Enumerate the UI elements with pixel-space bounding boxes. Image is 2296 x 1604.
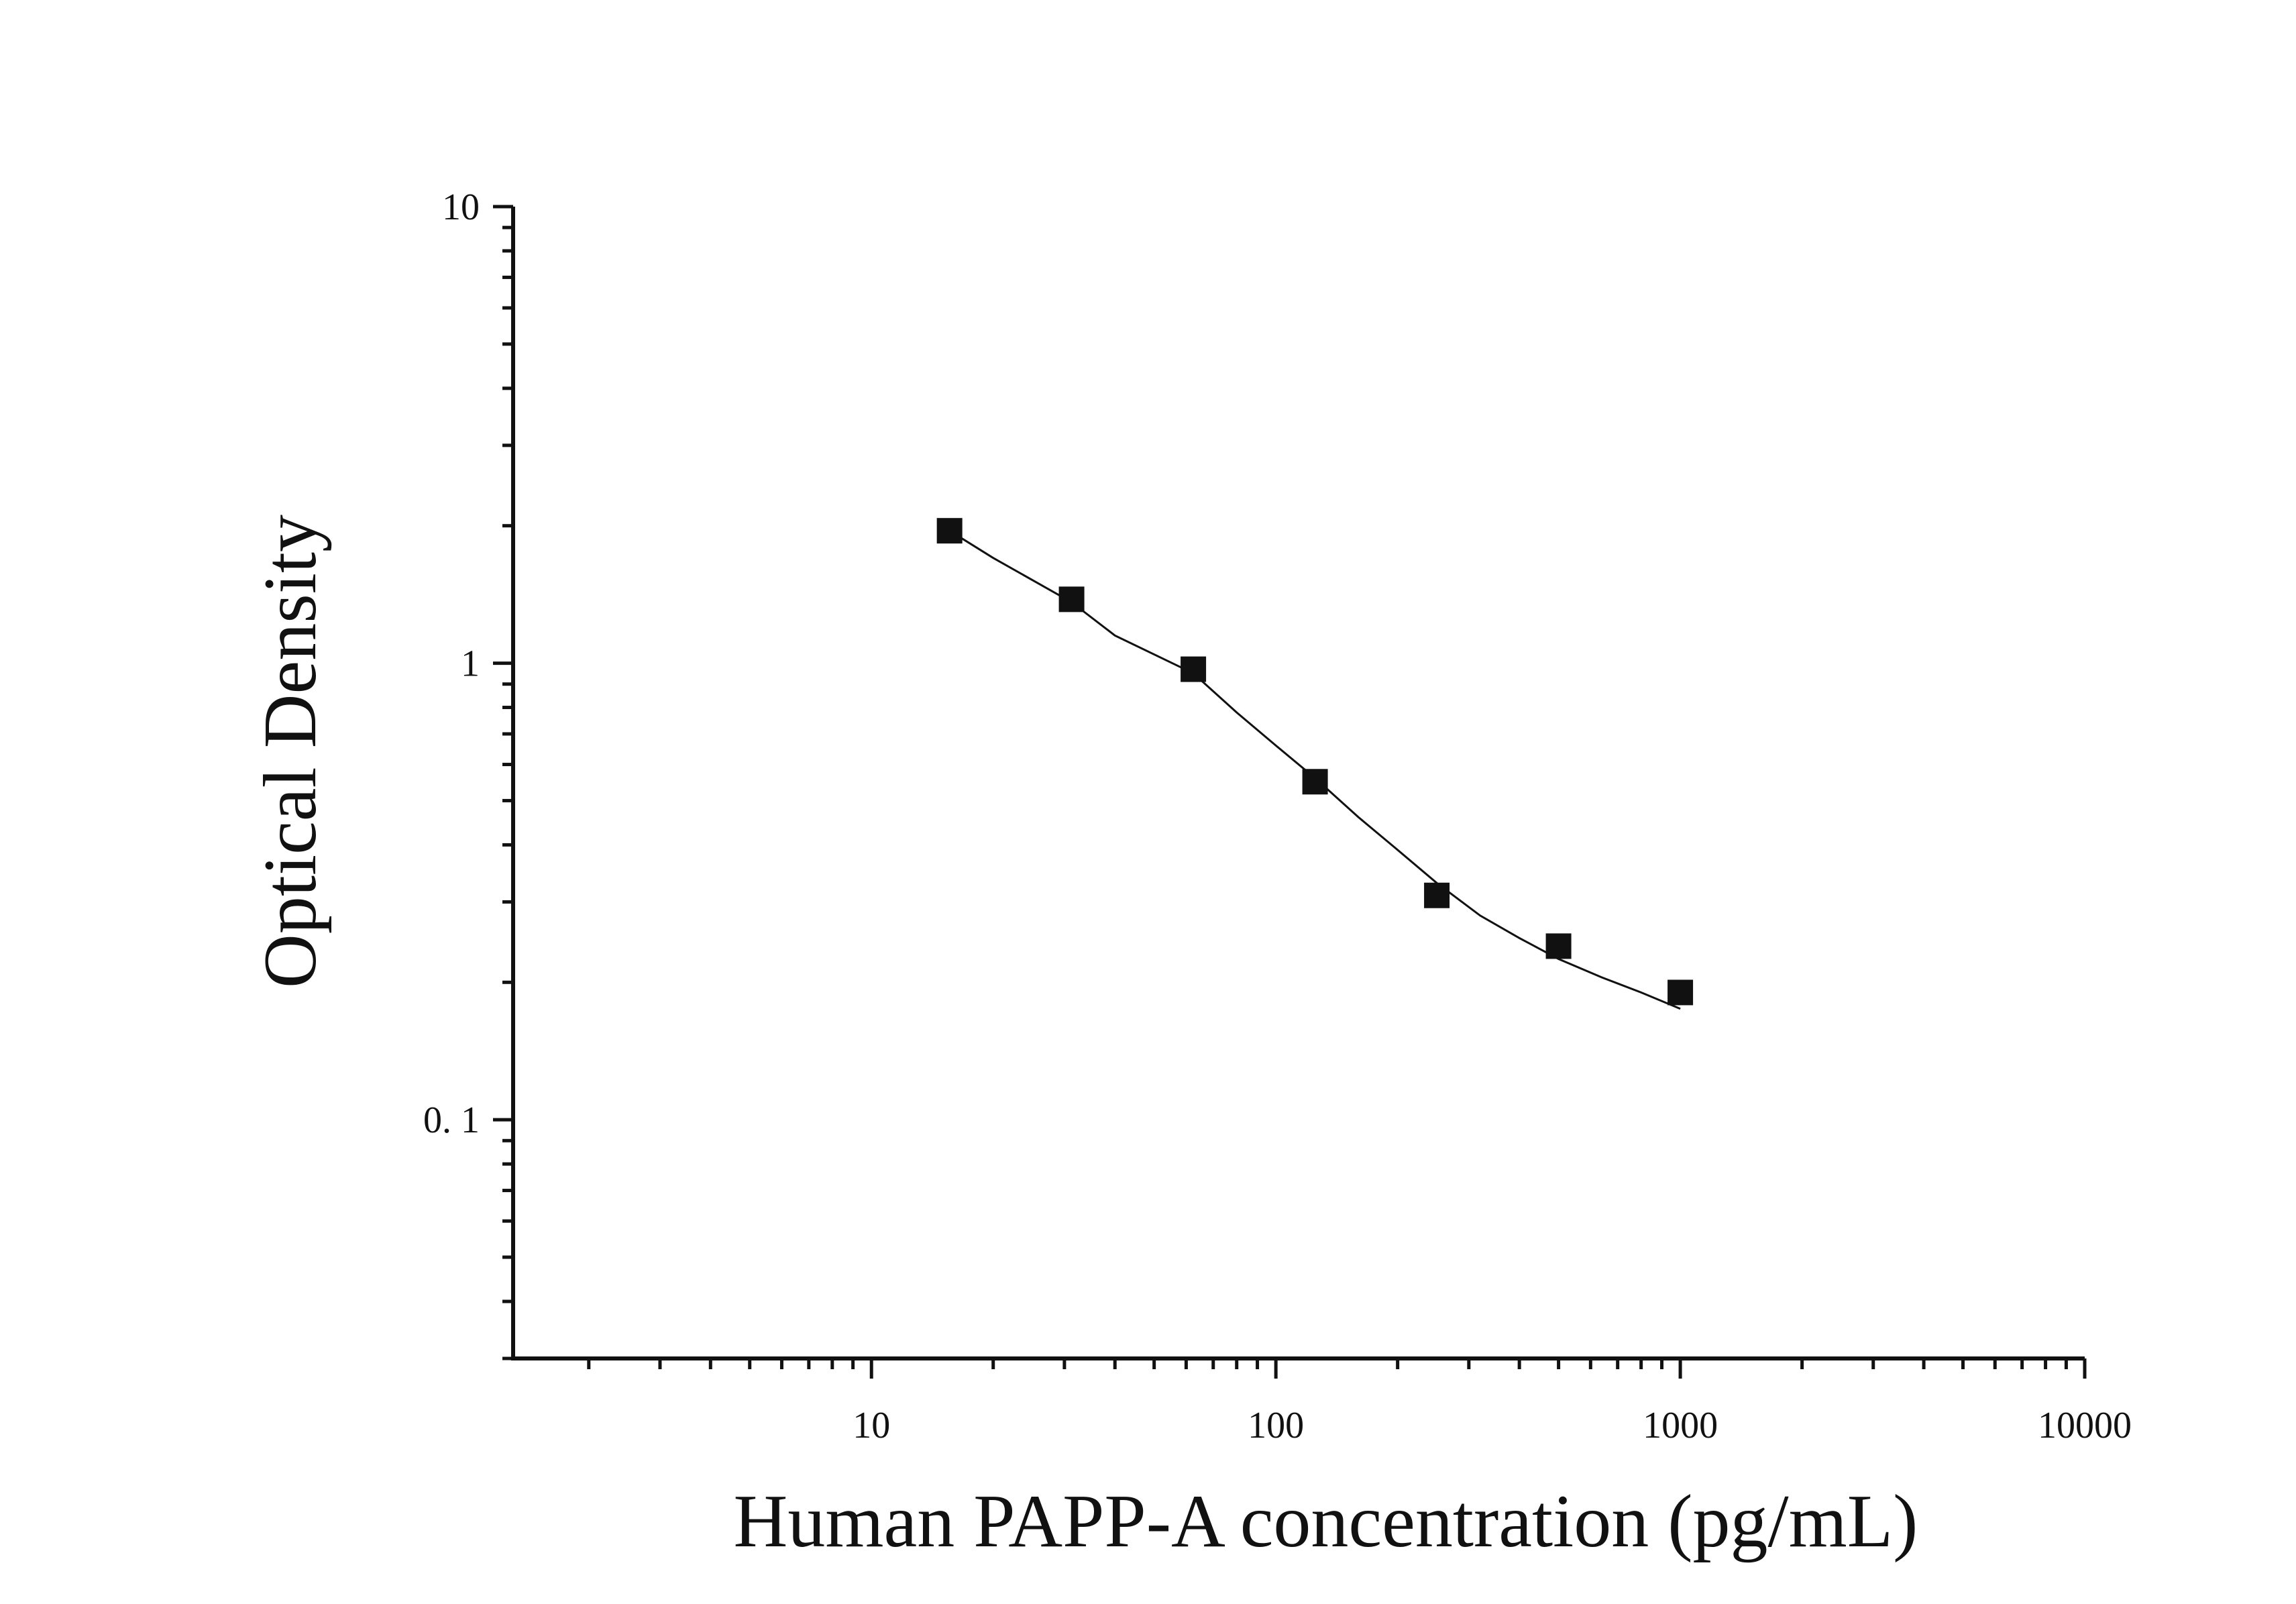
y-tick-label: 1 xyxy=(461,643,480,685)
fit-curve-group xyxy=(948,529,1681,1010)
fit-curve xyxy=(948,529,1681,1010)
x-tick-label: 10 xyxy=(853,1405,890,1446)
y-tick-label: 10 xyxy=(442,186,480,228)
data-point xyxy=(1058,586,1085,612)
x-tick-label: 10000 xyxy=(2038,1405,2132,1446)
y-axis-title: Optical Density xyxy=(249,515,332,988)
data-point xyxy=(1302,769,1328,795)
data-point xyxy=(1181,656,1207,682)
x-tick-label: 100 xyxy=(1248,1405,1304,1446)
x-ticks: 10 100 1000 10000 xyxy=(587,1358,2132,1446)
data-point xyxy=(1424,882,1450,908)
axes xyxy=(511,207,2085,1360)
x-axis-title: Human PAPP-A concentration (pg/mL) xyxy=(734,1480,1918,1563)
x-tick-label: 1000 xyxy=(1643,1405,1718,1446)
data-points xyxy=(936,518,1694,1006)
data-point xyxy=(936,518,963,544)
y-tick-label: 0. 1 xyxy=(423,1100,480,1141)
y-ticks: 0. 1 1 10 xyxy=(423,186,513,1360)
data-point xyxy=(1545,933,1572,959)
data-point xyxy=(1668,979,1694,1006)
